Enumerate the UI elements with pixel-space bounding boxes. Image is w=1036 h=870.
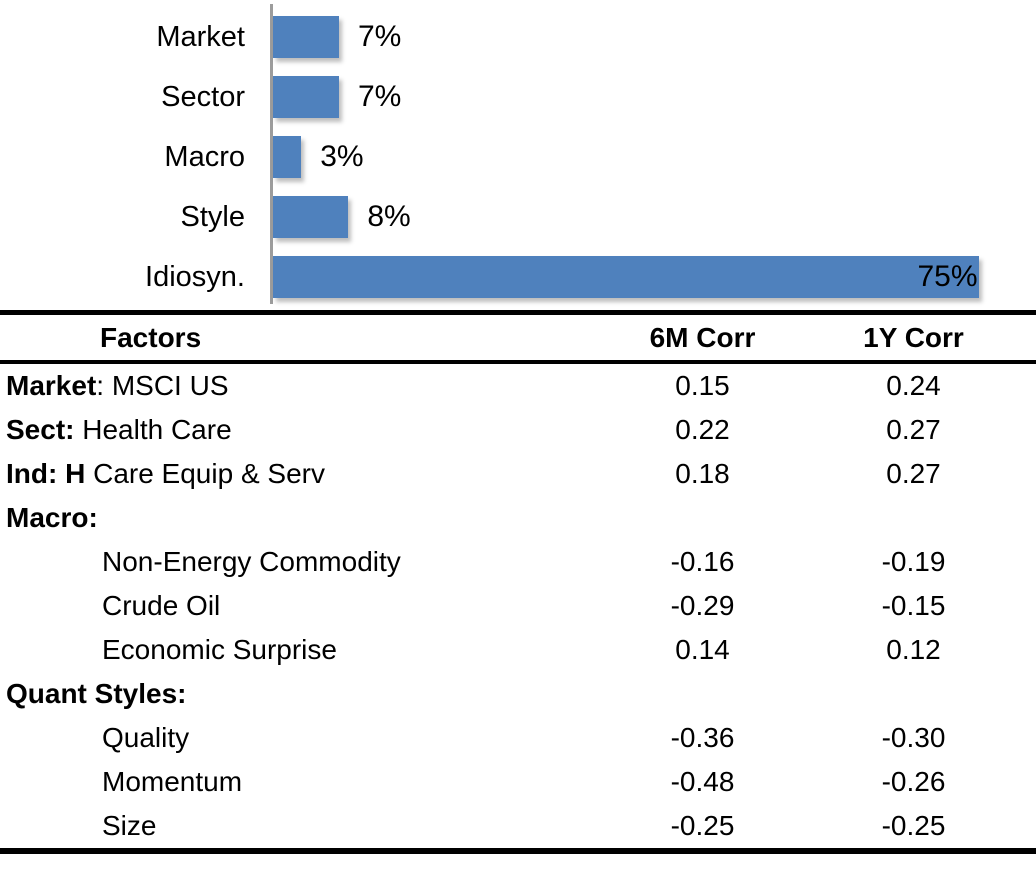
factor-label-rest: Non-Energy Commodity [102,546,401,577]
bar-area: 3% [273,136,1036,178]
column-header-6m-corr: 6M Corr [649,321,756,353]
table-row: Quality -0.36 -0.30 [0,716,1036,760]
factor-label-rest: : MSCI US [96,370,229,401]
bar-area: 7% [273,76,1036,118]
factor-label-bold: Ind: H [6,458,86,489]
corr-6m-value: -0.16 [670,546,735,577]
bar [273,256,980,298]
chart-row-style: Style 8% [0,187,1036,247]
corr-6m-value: -0.36 [670,722,735,753]
table-body: Market: MSCI US 0.15 0.24 Sect: Health Care… [0,364,1036,848]
chart-row-macro: Macro 3% [0,127,1036,187]
corr-6m-value: -0.48 [670,766,735,797]
column-header-1y-corr: 1Y Corr [863,321,964,353]
corr-1y-value: -0.15 [881,590,946,621]
bar [273,76,339,118]
corr-6m-value: 0.22 [675,414,730,445]
table-row: Size -0.25 -0.25 [0,804,1036,848]
table-row: Momentum -0.48 -0.26 [0,760,1036,804]
bar-data-label: 7% [357,80,402,113]
factor-label-cell: Economic Surprise [0,634,590,666]
factor-label-cell: Market: MSCI US [0,370,590,402]
table-row: Quant Styles: [0,672,1036,716]
risk-decomposition-bar-chart: Market 7% Sector 7% Macro 3% Style 8% Idiosyn. 75… [0,0,1036,310]
factor-label-cell: Size [0,810,590,842]
factor-label-bold: Macro: [6,502,98,533]
factor-label-cell: Ind: H Care Equip & Serv [0,458,590,490]
factor-label-bold: Market [6,370,97,401]
corr-1y-value: 0.12 [886,634,941,665]
chart-vertical-axis-line [270,4,273,304]
category-label: Market [156,20,245,53]
table-row: Sect: Health Care 0.22 0.27 [0,408,1036,452]
corr-1y-value: -0.26 [881,766,946,797]
factor-label-rest: Economic Surprise [102,634,337,665]
category-label: Sector [161,80,245,113]
corr-1y-value: -0.30 [881,722,946,753]
bar-data-label: 75% [917,260,978,293]
corr-6m-value: 0.14 [675,634,730,665]
bar-area: 8% [273,196,1036,238]
factor-label-rest: Health Care [74,414,232,445]
table-row: Non-Energy Commodity -0.16 -0.19 [0,540,1036,584]
chart-row-idiosyn: Idiosyn. 75% [0,247,1036,307]
factor-label-cell: Crude Oil [0,590,590,622]
bar-data-label: 7% [357,20,402,53]
factor-correlation-table: Factors 6M Corr 1Y Corr Market: MSCI US 0… [0,310,1036,854]
corr-6m-value: -0.25 [670,810,735,841]
table-header-row: Factors 6M Corr 1Y Corr [0,315,1036,364]
corr-6m-value: 0.18 [675,458,730,489]
bar [273,136,302,178]
bar [273,16,339,58]
table-row: Ind: H Care Equip & Serv 0.18 0.27 [0,452,1036,496]
factor-label-cell: Quant Styles: [0,678,590,710]
factor-label-rest: Crude Oil [102,590,221,621]
category-label: Style [180,200,245,233]
chart-row-market: Market 7% [0,7,1036,67]
corr-6m-value: -0.29 [670,590,735,621]
factor-label-bold: Sect: [6,414,75,445]
factor-label-rest: Size [102,810,157,841]
factor-label-rest: Care Equip & Serv [85,458,325,489]
corr-6m-value: 0.15 [675,370,730,401]
category-label: Macro [164,140,245,173]
table-row: Macro: [0,496,1036,540]
corr-1y-value: 0.27 [886,414,941,445]
factor-label-rest: Quality [102,722,190,753]
table-row: Market: MSCI US 0.15 0.24 [0,364,1036,408]
category-label: Idiosyn. [145,260,245,293]
factor-label-cell: Macro: [0,502,590,534]
factor-label-cell: Quality [0,722,590,754]
corr-1y-value: 0.27 [886,458,941,489]
factor-label-cell: Non-Energy Commodity [0,546,590,578]
chart-row-sector: Sector 7% [0,67,1036,127]
factor-label-cell: Sect: Health Care [0,414,590,446]
factor-label-rest: Momentum [102,766,243,797]
bar-data-label: 3% [320,140,364,173]
corr-1y-value: -0.19 [881,546,946,577]
bar-area: 7% [273,16,1036,58]
corr-1y-value: 0.24 [886,370,941,401]
bar [273,196,349,238]
corr-1y-value: -0.25 [881,810,946,841]
column-header-factors: Factors [100,321,202,353]
factor-label-cell: Momentum [0,766,590,798]
table-row: Economic Surprise 0.14 0.12 [0,628,1036,672]
bar-data-label: 8% [367,200,411,233]
table-row: Crude Oil -0.29 -0.15 [0,584,1036,628]
factor-label-bold: Quant Styles: [6,678,187,709]
bar-area: 75% [273,256,1036,298]
